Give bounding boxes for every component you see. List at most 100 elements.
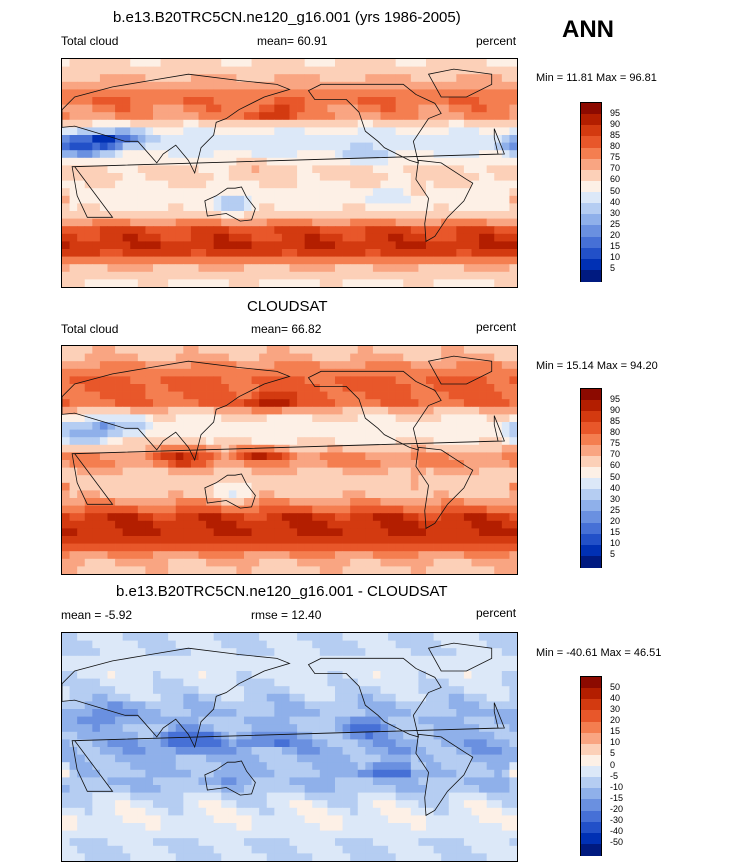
field-cell (160, 104, 169, 113)
field-cell (501, 391, 510, 400)
field-cell (509, 346, 517, 354)
field-cell (426, 792, 434, 801)
field-cell (62, 467, 70, 476)
field-cell (335, 536, 343, 544)
field-cell (357, 475, 366, 484)
field-cell (289, 157, 298, 166)
field-cell (77, 142, 86, 151)
field-cell (494, 505, 503, 514)
field-cell (130, 747, 139, 755)
field-cell (281, 384, 290, 392)
field-cell (509, 127, 517, 136)
field-cell (160, 543, 169, 552)
field-cell (99, 482, 108, 491)
field-cell (251, 505, 260, 514)
field-cell (145, 671, 154, 679)
field-cell (479, 249, 488, 257)
field-cell (441, 188, 450, 197)
field-cell (92, 368, 101, 377)
field-cell (403, 536, 412, 544)
field-cell (410, 66, 419, 75)
field-cell (168, 536, 177, 544)
field-cell (107, 346, 116, 354)
field-cell (198, 543, 207, 552)
field-cell (342, 180, 351, 189)
field-cell (327, 520, 336, 529)
field-cell (388, 762, 397, 771)
field-cell (183, 422, 192, 430)
field-cell (251, 747, 260, 755)
field-cell (494, 399, 503, 408)
field-cell (153, 195, 161, 204)
field-cell (426, 513, 434, 522)
field-cell (99, 566, 108, 574)
field-cell (183, 709, 192, 717)
field-cell (471, 762, 480, 771)
field-cell (312, 747, 321, 755)
field-cell (479, 475, 488, 484)
field-cell (168, 249, 177, 257)
field-cell (84, 528, 93, 537)
field-cell (107, 233, 116, 242)
field-cell (327, 655, 336, 664)
field-cell (372, 785, 381, 793)
field-cell (251, 701, 260, 710)
field-cell (509, 203, 517, 212)
field-cell (426, 346, 434, 354)
field-cell (99, 513, 108, 522)
field-cell (418, 747, 427, 755)
field-cell (251, 785, 260, 793)
field-cell (266, 785, 275, 793)
field-cell (403, 762, 412, 771)
field-cell (342, 429, 351, 438)
field-cell (92, 482, 101, 491)
field-cell (494, 233, 503, 242)
field-cell (418, 437, 427, 446)
field-cell (175, 241, 184, 250)
field-cell (441, 467, 450, 476)
field-cell (327, 150, 336, 159)
field-cell (168, 112, 177, 121)
field-cell (266, 724, 275, 733)
field-cell (266, 361, 275, 370)
field-cell (183, 498, 192, 506)
field-cell (509, 271, 517, 280)
field-cell (312, 633, 321, 641)
field-cell (99, 376, 108, 385)
field-cell (486, 739, 495, 748)
field-cell (342, 792, 351, 801)
field-cell (130, 157, 139, 166)
field-cell (266, 157, 275, 166)
field-cell (228, 391, 237, 400)
field-cell (297, 678, 306, 687)
field-cell (327, 528, 336, 537)
field-cell (357, 633, 366, 641)
field-cell (365, 97, 374, 105)
field-cell (244, 648, 252, 657)
field-cell (327, 633, 336, 641)
field-cell (441, 226, 450, 235)
field-cell (297, 119, 306, 128)
field-cell (84, 429, 93, 438)
field-cell (281, 528, 290, 537)
field-cell (494, 119, 503, 128)
field-cell (175, 536, 184, 544)
field-cell (92, 127, 101, 136)
field-cell (69, 256, 78, 265)
field-cell (198, 482, 207, 491)
field-cell (206, 520, 215, 529)
field-cell (221, 279, 230, 287)
field-cell (130, 655, 139, 664)
field-cell (463, 112, 472, 121)
field-cell (335, 59, 343, 67)
field-cell (463, 104, 472, 113)
field-cell (395, 429, 404, 438)
field-cell (69, 452, 78, 461)
field-cell (350, 414, 359, 423)
field-cell (92, 195, 101, 204)
field-cell (403, 195, 412, 204)
field-cell (69, 543, 78, 552)
field-cell (266, 74, 275, 83)
field-cell (84, 800, 93, 809)
field-cell (350, 693, 359, 702)
